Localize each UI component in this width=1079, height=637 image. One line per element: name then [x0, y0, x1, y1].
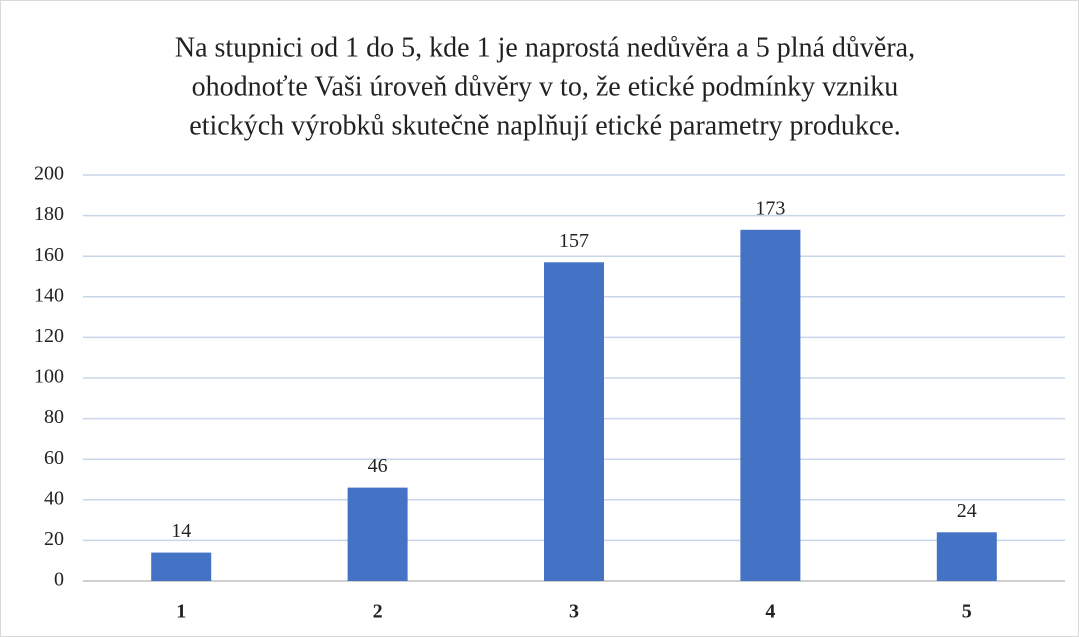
x-tick-label: 2 — [373, 601, 383, 623]
bar — [740, 229, 801, 581]
data-label: 157 — [559, 230, 589, 252]
bar — [347, 487, 408, 581]
y-tick-label: 100 — [34, 366, 64, 388]
x-tick-label: 5 — [962, 601, 972, 623]
y-tick-label: 120 — [34, 325, 64, 347]
bar — [151, 552, 212, 581]
y-tick-label: 180 — [34, 203, 64, 225]
x-tick-label: 4 — [765, 601, 775, 623]
x-tick-label: 1 — [176, 601, 186, 623]
bar — [544, 262, 604, 581]
bar — [936, 532, 997, 581]
chart-title: Na stupnici od 1 do 5, kde 1 je naprostá… — [175, 32, 915, 63]
y-tick-label: 60 — [44, 447, 64, 469]
data-label: 14 — [171, 520, 191, 542]
data-label: 24 — [957, 500, 977, 522]
x-tick-label: 3 — [569, 601, 579, 623]
data-label: 46 — [368, 455, 388, 477]
data-label: 173 — [755, 197, 785, 219]
chart-title: ohodnoťte Vaši úroveň důvěry v to, že et… — [192, 71, 899, 102]
y-tick-label: 40 — [44, 487, 64, 509]
chart-title: etických výrobků skutečně naplňují etick… — [189, 110, 900, 141]
y-tick-label: 160 — [34, 244, 64, 266]
y-tick-label: 80 — [44, 406, 64, 428]
y-tick-label: 20 — [44, 528, 64, 550]
y-tick-label: 140 — [34, 284, 64, 306]
y-tick-label: 0 — [54, 569, 64, 591]
y-tick-label: 200 — [34, 163, 64, 185]
